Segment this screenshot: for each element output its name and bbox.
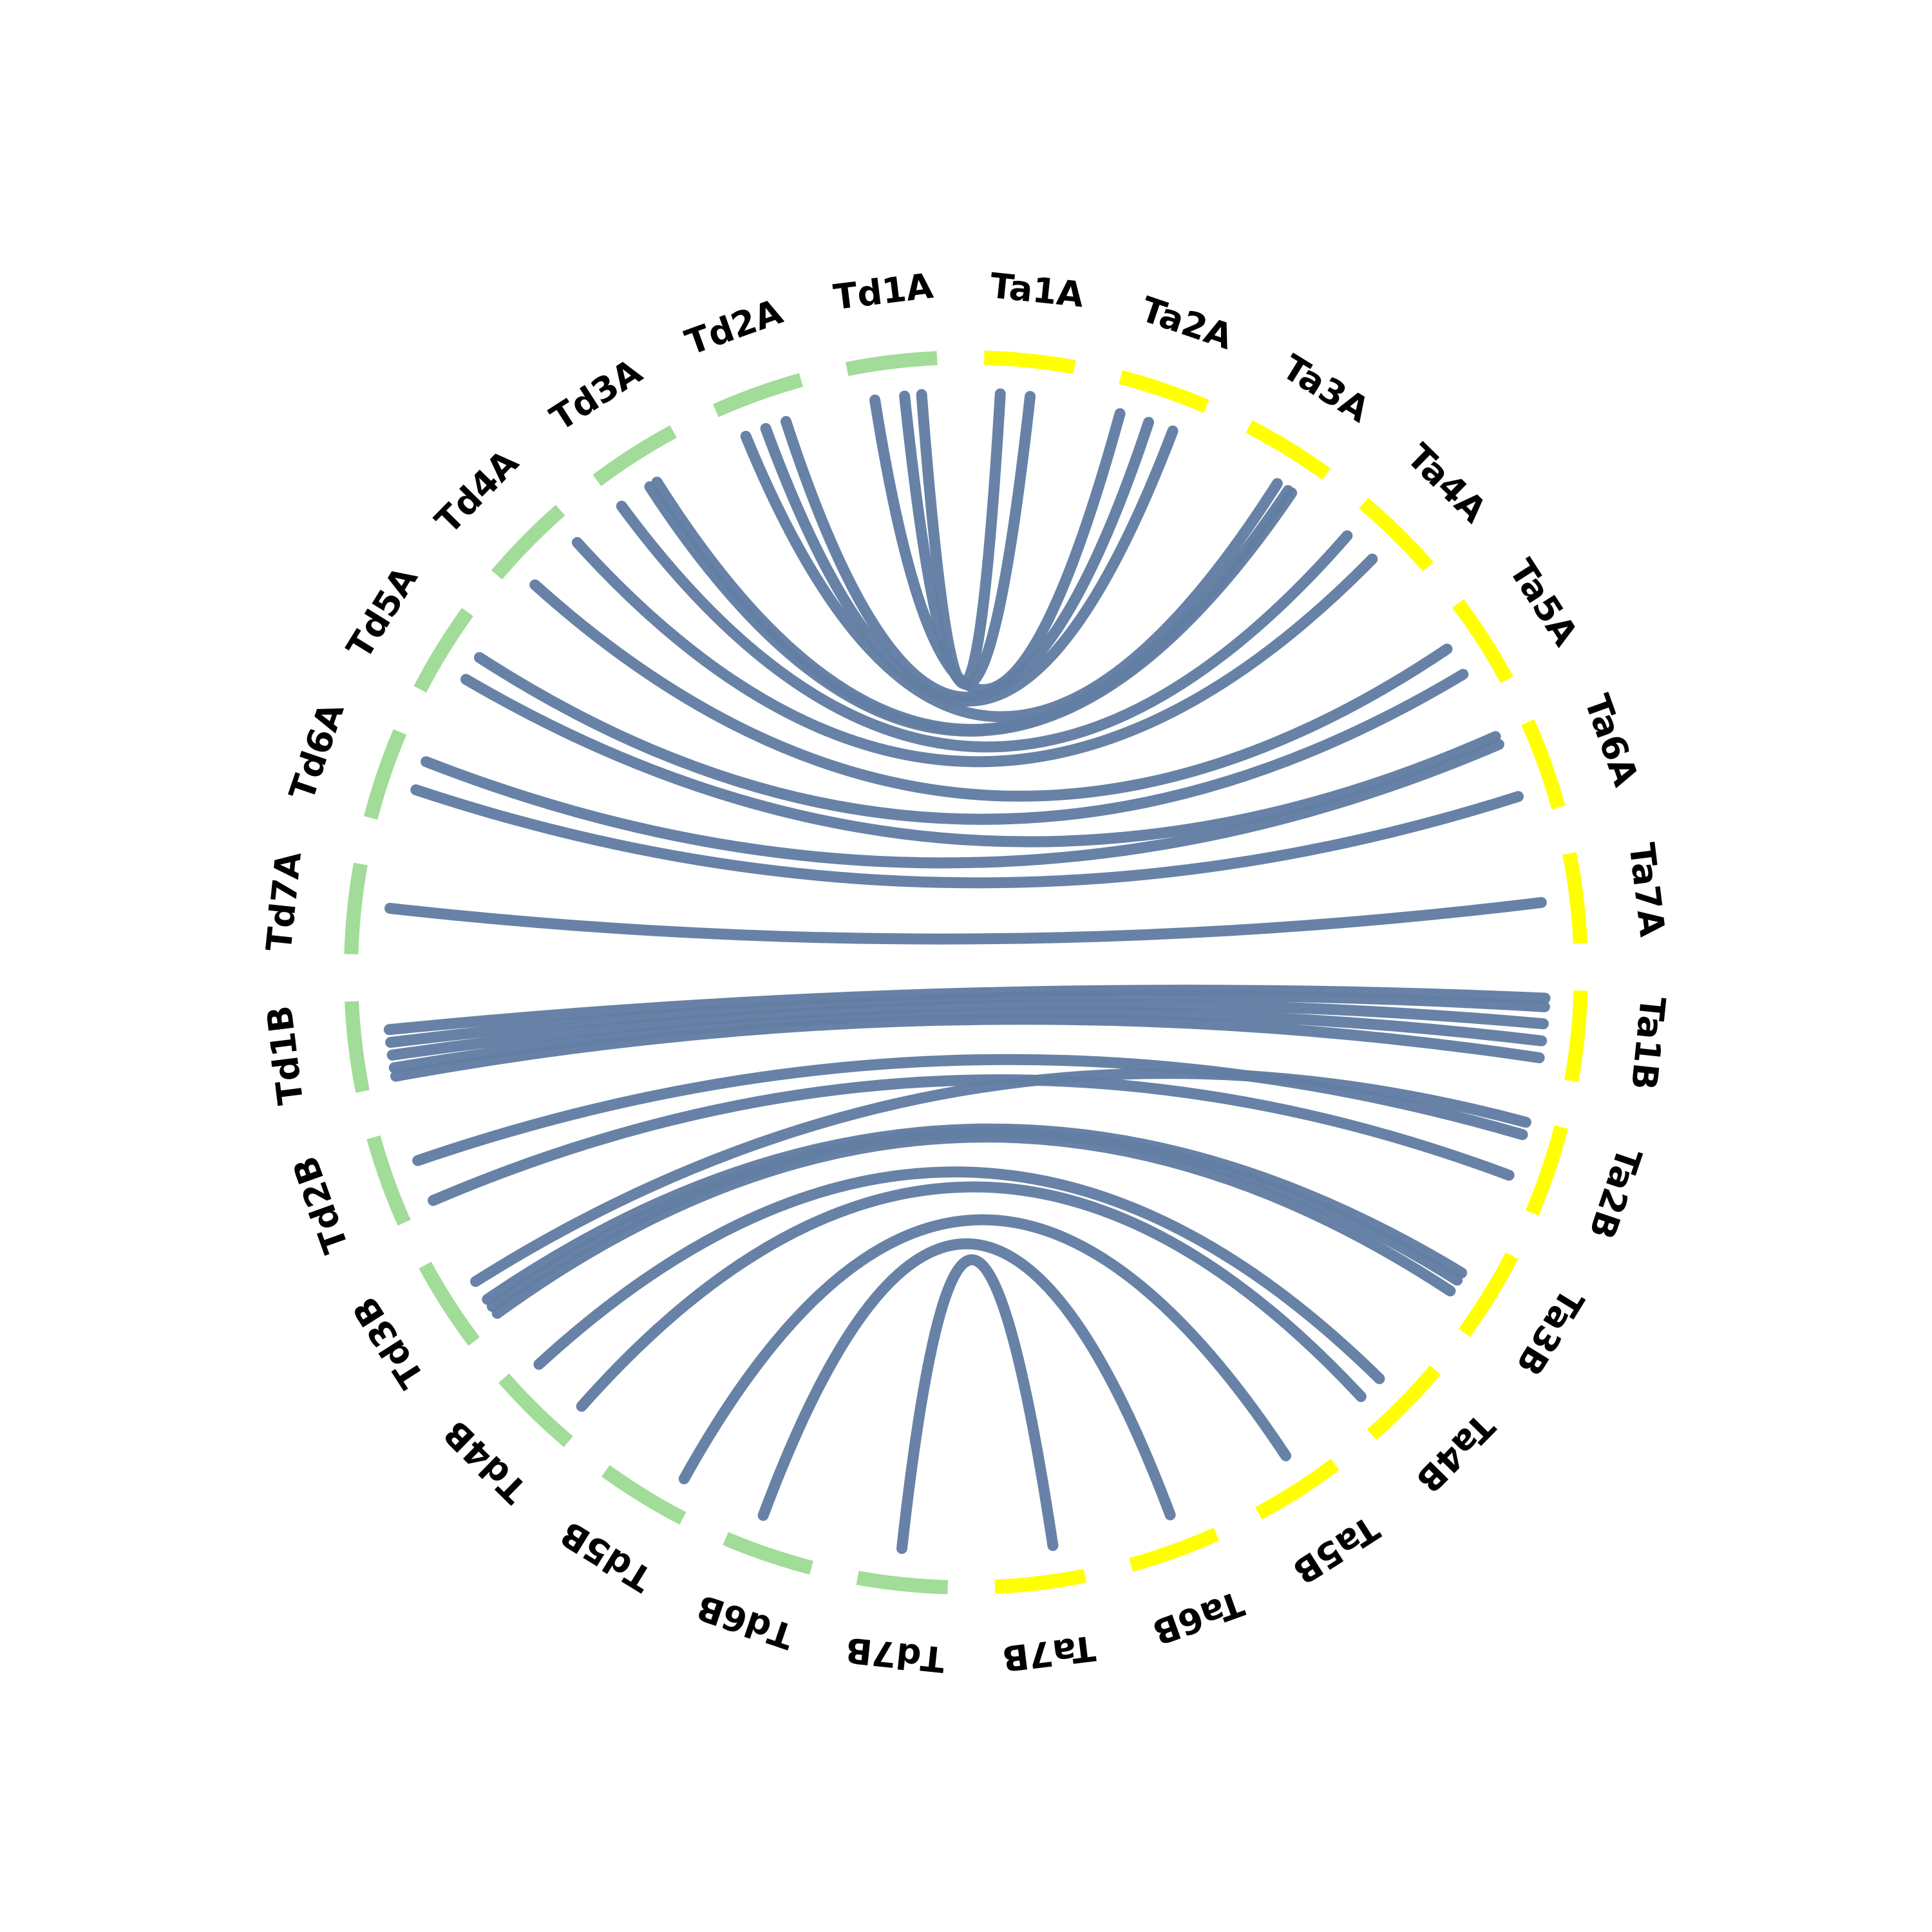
synteny-link [529, 579, 1453, 802]
chromosome-label-td5a: Td5A [339, 560, 426, 666]
synteny-link [421, 739, 1504, 869]
synteny-link [383, 985, 1551, 1036]
synteny-link [533, 1166, 1385, 1385]
chromosome-segment-td1a [846, 351, 938, 376]
chromosome-label-td3a: Td3A [543, 351, 649, 439]
chromosome-label-td6b: Td6B [692, 1587, 799, 1657]
chromosome-label-ta2a: Ta2A [1136, 289, 1238, 357]
chromosome-segment-td4b [498, 1373, 573, 1448]
chromosome-segment-ta3a [1245, 420, 1331, 480]
chromosome-segment-td6b [723, 1531, 813, 1575]
chromosome-segment-td2b [366, 1135, 411, 1226]
chromosome-segment-ta5a [1452, 599, 1513, 683]
synteny-link [757, 1238, 1176, 1521]
synteny-link [473, 652, 1469, 825]
chromosome-segment-ta1a [984, 350, 1076, 374]
chromosome-label-ta1a: Ta1A [988, 265, 1086, 316]
synteny-link [740, 430, 1283, 723]
chromosome-label-td2a: Td2A [680, 291, 788, 363]
chromosome-label-ta4a: Ta4A [1399, 436, 1494, 531]
chromosome-label-td7b: Td7B [844, 1629, 947, 1680]
chromosome-label-td5b: Td5B [553, 1513, 659, 1600]
synteny-link [470, 1068, 1531, 1287]
chromosome-label-td1b: Td1B [259, 1003, 311, 1107]
chromosome-label-ta4b: Ta4B [1408, 1406, 1502, 1501]
synteny-link [571, 536, 1378, 768]
chromosome-label-ta7a: Ta7A [1621, 840, 1672, 938]
synteny-link [896, 1254, 1059, 1554]
synteny-link [390, 1014, 1545, 1082]
chromosome-segment-td2a [712, 373, 803, 417]
chromosome-segment-ta1b [1564, 990, 1588, 1083]
chromosome-segment-td5b [601, 1464, 687, 1525]
chromosome-segment-td1b [345, 1001, 370, 1093]
chromosome-segment-td7b [856, 1571, 948, 1595]
synteny-link [482, 1123, 1468, 1305]
chromosome-segment-td5a [413, 607, 474, 693]
synteny-link [428, 1074, 1515, 1206]
chromosome-segment-ta4a [1359, 497, 1434, 572]
chromosome-segment-td4a [491, 504, 565, 580]
chromosome-label-ta7b: Ta7B [1000, 1627, 1098, 1679]
synteny-link [384, 896, 1547, 945]
chromosome-label-td2b: Td2B [285, 1151, 356, 1258]
synteny-links [383, 388, 1551, 1554]
chromosome-ring [344, 350, 1588, 1595]
chromosome-label-td3b: Td3B [345, 1290, 432, 1396]
synteny-link [386, 998, 1549, 1061]
synteny-link [644, 481, 1298, 737]
synteny-link [388, 1007, 1548, 1074]
chromosome-segment-ta2a [1119, 370, 1209, 413]
chromosome-label-ta5b: Ta5B [1285, 1508, 1386, 1592]
chromosome-segment-td6a [364, 729, 407, 820]
synteny-link [576, 1181, 1367, 1412]
chromosome-segment-td3a [592, 425, 677, 486]
chromosome-label-td4a: Td4A [428, 442, 527, 542]
chromosome-label-ta2b: Ta2B [1581, 1142, 1649, 1244]
chromosome-label-td1a: Td1A [831, 265, 936, 317]
chromosome-segment-ta6a [1521, 719, 1566, 810]
synteny-link [410, 784, 1524, 889]
chromosome-label-td6a: Td6A [281, 697, 352, 805]
synteny-link [780, 416, 1155, 703]
chromosome-segment-ta4b [1367, 1365, 1441, 1441]
synteny-link [460, 674, 1501, 848]
chromosome-segment-ta7b [994, 1569, 1086, 1594]
chromosome-label-ta6b: Ta6B [1148, 1583, 1249, 1653]
synteny-link [678, 1214, 1292, 1484]
chromosome-segment-ta2b [1525, 1125, 1568, 1216]
chromosome-label-ta6a: Ta6A [1577, 689, 1647, 791]
chromosome-segment-td7a [344, 862, 368, 954]
synteny-link [869, 394, 1126, 696]
chromosome-label-td7a: Td7A [258, 850, 309, 954]
chromosome-label-ta1b: Ta1B [1623, 995, 1673, 1092]
chromosome-segment-ta6b [1129, 1528, 1220, 1572]
chromosome-segment-ta5b [1255, 1459, 1340, 1520]
chromosome-label-ta3b: Ta3B [1508, 1282, 1592, 1383]
chromosome-label-ta3a: Ta3A [1275, 346, 1376, 430]
chromosome-segment-ta7a [1562, 852, 1587, 944]
chromosome-segment-td3b [419, 1262, 480, 1346]
synteny-link [616, 500, 1353, 753]
synteny-link [760, 422, 1179, 707]
chromosome-segment-ta3b [1458, 1252, 1519, 1338]
chromosome-label-ta5a: Ta5A [1501, 552, 1586, 653]
chromosome-label-td4b: Td4B [435, 1412, 535, 1511]
synteny-link [412, 1054, 1528, 1166]
